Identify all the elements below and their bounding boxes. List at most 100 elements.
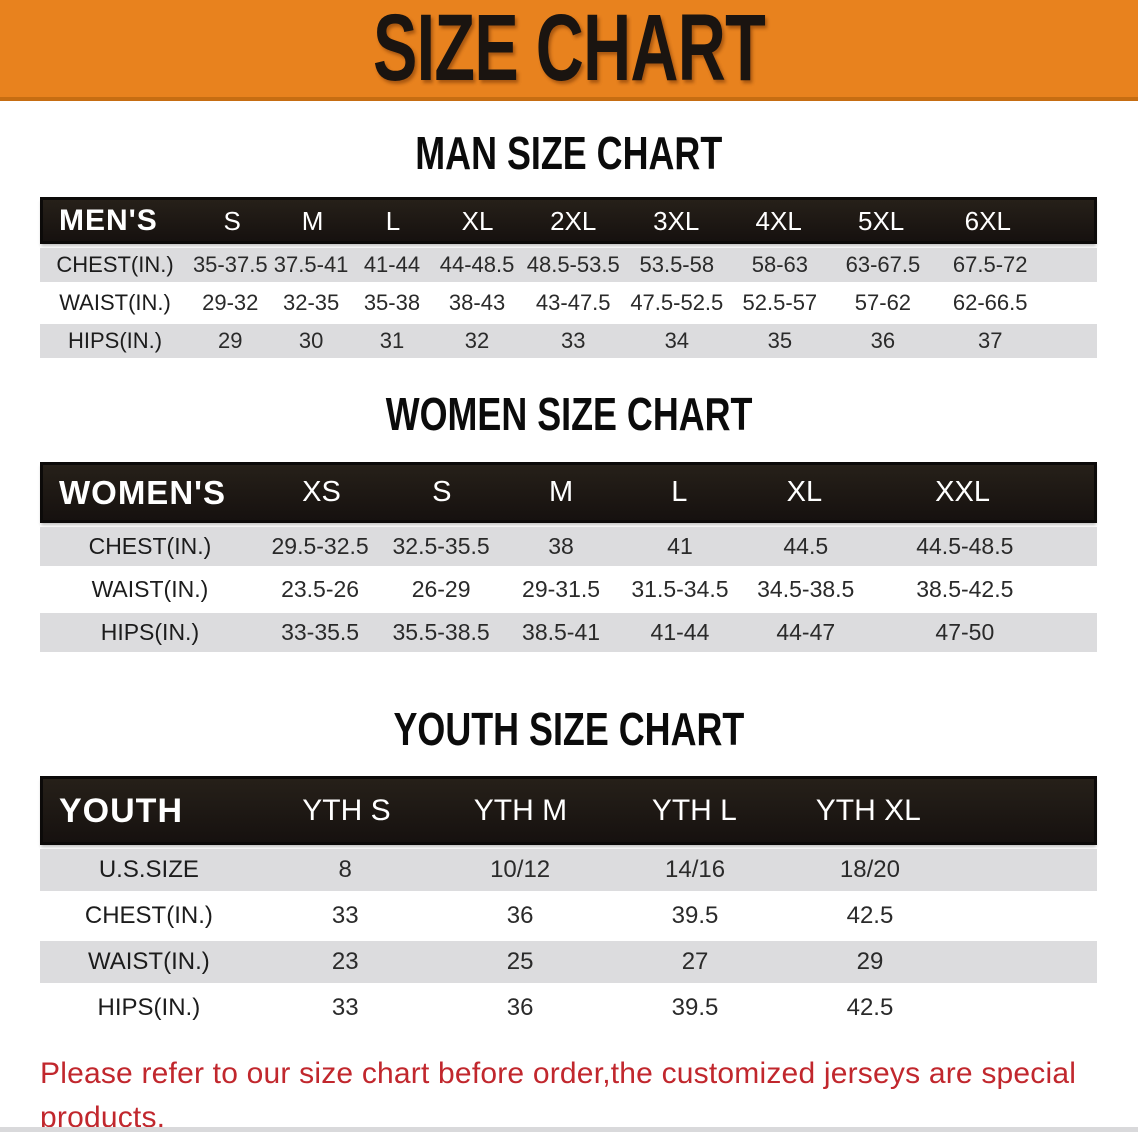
size-value-cell: 53.5-58 [639, 252, 715, 277]
size-column-header: XS [302, 476, 341, 508]
size-value-cell: 43-47.5 [535, 290, 611, 315]
size-value-cell: 33 [331, 994, 359, 1021]
row-label: WAIST(IN.) [87, 948, 210, 975]
size-value-cell: 38.5-41 [522, 619, 601, 645]
size-value-cell: 32-35 [282, 290, 340, 315]
size-column-header: YTH XL [815, 793, 921, 827]
size-value-cell: 35 [767, 328, 793, 353]
size-value-cell: 41-44 [363, 252, 421, 277]
size-column-header: XL [461, 205, 494, 236]
size-value-cell: 32.5-35.5 [392, 533, 490, 559]
size-value-cell: 30 [298, 328, 324, 353]
size-value-cell: 29-31.5 [522, 576, 601, 602]
size-column-header: YTH S [302, 793, 391, 827]
size-column-header: S [223, 205, 241, 236]
men-waist-row: WAIST(IN.) 29-32 32-35 35-38 38-43 43-47… [40, 286, 1097, 320]
size-value-cell: 35-38 [363, 290, 421, 315]
size-column-header: 2XL [550, 205, 597, 236]
men-section-heading-text: MAN SIZE CHART [415, 127, 723, 179]
size-column-header: YTH M [473, 793, 568, 827]
women-section: WOMEN SIZE CHART WOMEN'S XS S M L XL XXL… [0, 391, 1138, 652]
women-section-heading: WOMEN SIZE CHART [0, 391, 1138, 437]
size-column-header: 5XL [858, 205, 905, 236]
size-column-header: 6XL [964, 205, 1011, 236]
youth-table-label: YOUTH [59, 791, 183, 830]
row-label: WAIST(IN.) [59, 290, 171, 315]
row-label: CHEST(IN.) [88, 533, 212, 559]
size-value-cell: 29 [856, 948, 884, 975]
women-chest-row: CHEST(IN.) 29.5-32.5 32.5-35.5 38 41 44.… [40, 527, 1097, 566]
size-value-cell: 37.5-41 [273, 252, 349, 277]
youth-ussize-row: U.S.SIZE 8 10/12 14/16 18/20 [40, 849, 1097, 891]
size-column-header: YTH L [651, 793, 737, 827]
men-table-label: MEN'S [59, 203, 158, 237]
order-notice-line-1: Please refer to our size chart before or… [40, 1057, 1077, 1132]
size-value-cell: 33-35.5 [281, 619, 360, 645]
bottom-edge-strip [0, 1127, 1138, 1132]
size-value-cell: 35.5-38.5 [392, 619, 490, 645]
size-value-cell: 42.5 [846, 994, 894, 1021]
size-value-cell: 38 [548, 533, 574, 559]
banner-title: SIZE CHART [373, 0, 766, 101]
size-value-cell: 33 [560, 328, 586, 353]
size-value-cell: 35-37.5 [192, 252, 268, 277]
size-value-cell: 58-63 [751, 252, 808, 277]
size-value-cell: 14/16 [665, 856, 726, 883]
women-section-heading-text: WOMEN SIZE CHART [385, 388, 753, 440]
size-value-cell: 8 [338, 856, 352, 883]
size-column-header: M [549, 476, 574, 508]
row-label: HIPS(IN.) [67, 328, 163, 353]
size-value-cell: 39.5 [671, 994, 719, 1021]
size-value-cell: 10/12 [490, 856, 551, 883]
size-value-cell: 47.5-52.5 [630, 290, 724, 315]
size-value-cell: 29 [218, 328, 243, 353]
size-value-cell: 29-32 [202, 290, 259, 315]
row-label: U.S.SIZE [98, 856, 199, 883]
size-value-cell: 52.5-57 [742, 290, 818, 315]
size-value-cell: 29.5-32.5 [271, 533, 369, 559]
size-column-header: S [432, 476, 452, 508]
size-value-cell: 44.5 [783, 533, 829, 559]
size-column-header: XXL [935, 476, 990, 508]
size-value-cell: 23.5-26 [281, 576, 360, 602]
size-value-cell: 38-43 [448, 290, 506, 315]
size-value-cell: 31 [379, 328, 405, 353]
size-value-cell: 42.5 [846, 902, 894, 929]
youth-section-heading: YOUTH SIZE CHART [0, 706, 1138, 752]
size-value-cell: 57-62 [854, 290, 912, 315]
size-value-cell: 38.5-42.5 [916, 576, 1014, 602]
size-value-cell: 44-48.5 [439, 252, 515, 277]
size-value-cell: 34 [664, 328, 690, 353]
size-value-cell: 67.5-72 [952, 252, 1028, 277]
men-hips-row: HIPS(IN.) 29 30 31 32 33 34 35 36 37 [40, 324, 1097, 358]
row-label: HIPS(IN.) [100, 619, 200, 645]
size-value-cell: 31.5-34.5 [631, 576, 729, 602]
youth-chest-row: CHEST(IN.) 33 36 39.5 42.5 [40, 895, 1097, 937]
size-value-cell: 47-50 [935, 619, 995, 645]
men-size-table: MEN'S S M L XL 2XL 3XL 4XL 5XL 6XL CHEST… [40, 197, 1097, 358]
youth-hips-row: HIPS(IN.) 33 36 39.5 42.5 [40, 987, 1097, 1029]
size-value-cell: 36 [506, 902, 534, 929]
women-size-table: WOMEN'S XS S M L XL XXL CHEST(IN.) 29.5-… [40, 462, 1097, 652]
size-value-cell: 34.5-38.5 [757, 576, 855, 602]
size-value-cell: 25 [506, 948, 534, 975]
order-notice: Please refer to our size chart before or… [40, 1052, 1100, 1132]
row-label: CHEST(IN.) [56, 252, 174, 277]
size-value-cell: 44.5-48.5 [916, 533, 1014, 559]
size-column-header: M [301, 205, 324, 236]
size-value-cell: 37 [977, 328, 1003, 353]
size-value-cell: 33 [331, 902, 359, 929]
size-column-header: XL [786, 476, 823, 508]
size-value-cell: 44-47 [776, 619, 836, 645]
size-chart-banner: SIZE CHART [0, 0, 1138, 101]
row-label: CHEST(IN.) [84, 902, 213, 929]
youth-section-heading-text: YOUTH SIZE CHART [393, 703, 745, 755]
size-column-header: 3XL [653, 205, 700, 236]
youth-waist-row: WAIST(IN.) 23 25 27 29 [40, 941, 1097, 983]
size-value-cell: 41-44 [650, 619, 710, 645]
youth-section: YOUTH SIZE CHART YOUTH YTH S YTH M YTH L… [0, 706, 1138, 1029]
youth-size-table: YOUTH YTH S YTH M YTH L YTH XL U.S.SIZE … [40, 776, 1097, 1029]
men-section: MAN SIZE CHART MEN'S S M L XL 2XL 3XL 4X… [0, 130, 1138, 358]
row-label: HIPS(IN.) [97, 994, 201, 1021]
